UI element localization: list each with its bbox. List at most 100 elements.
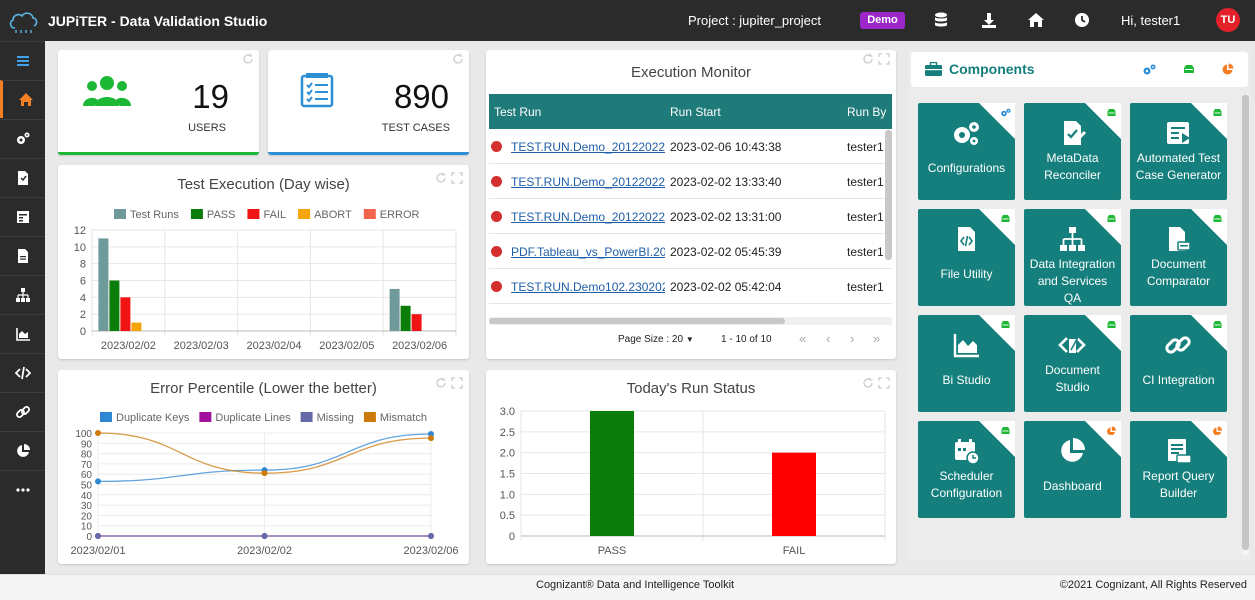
tile-corner xyxy=(1191,103,1227,139)
page-size-select[interactable]: Page Size : 20 ▼ xyxy=(618,334,694,345)
component-tile-file-utility[interactable]: File Utility xyxy=(918,209,1015,306)
x-tick-label: 2023/02/04 xyxy=(246,340,301,352)
database-icon[interactable] xyxy=(932,11,950,29)
column-header-run-start[interactable]: Run Start xyxy=(670,105,721,119)
error-percentile-title: Error Percentile (Lower the better) xyxy=(150,380,377,397)
first-page-button[interactable]: « xyxy=(799,331,807,346)
document-studio-icon xyxy=(1058,336,1086,353)
sidebar-item-home[interactable] xyxy=(0,80,45,118)
file-utility-icon xyxy=(958,227,975,251)
app-title: JUPiTER - Data Validation Studio xyxy=(48,13,268,29)
sidebar-item-dashboard[interactable] xyxy=(0,431,45,469)
sidebar-item-configurations[interactable] xyxy=(0,119,45,157)
test-run-link[interactable]: PDF.Tableau_vs_PowerBI.202 xyxy=(511,245,665,259)
download-icon[interactable] xyxy=(980,11,998,29)
last-page-button[interactable]: » xyxy=(873,331,881,346)
ci-integration-icon xyxy=(1165,336,1191,354)
component-tile-configurations[interactable]: Configurations xyxy=(918,103,1015,200)
vertical-scrollbar[interactable] xyxy=(885,130,892,260)
y-tick-label: 0 xyxy=(509,531,515,543)
checklist-icon xyxy=(300,73,334,108)
data-point xyxy=(261,470,268,477)
user-greeting: Hi, tester1 xyxy=(1121,13,1181,28)
filter-data-icon[interactable] xyxy=(1182,64,1196,74)
component-tile-document-studio[interactable]: Document Studio xyxy=(1024,315,1121,412)
data-badge-icon xyxy=(1107,109,1116,116)
legend-label: Test Runs xyxy=(130,209,179,221)
sidebar-item-document-studio[interactable] xyxy=(0,353,45,391)
data-badge-icon xyxy=(1107,215,1116,222)
tile-label: Dashboard xyxy=(1043,479,1102,493)
expand-icon[interactable] xyxy=(878,377,890,389)
component-tile-metadata-reconciler[interactable]: MetaData Reconciler xyxy=(1024,103,1121,200)
refresh-icon[interactable] xyxy=(452,53,464,65)
sidebar-item-reconciler[interactable] xyxy=(0,158,45,196)
tile-label: Configurations xyxy=(927,161,1006,175)
footer: Cognizant® Data and Intelligence Toolkit… xyxy=(0,574,1255,600)
pie-icon xyxy=(17,444,30,457)
test-run-link[interactable]: TEST.RUN.Demo_20122022 xyxy=(511,140,665,154)
sidebar-item-bi-studio[interactable] xyxy=(0,314,45,352)
clock-icon[interactable] xyxy=(1073,11,1091,29)
component-tile-document-comparator[interactable]: Document Comparator xyxy=(1130,209,1227,306)
component-tile-report-query-builder[interactable]: Report Query Builder xyxy=(1130,421,1227,518)
y-tick-label: 80 xyxy=(81,450,93,461)
table-row: TEST.RUN.Demo_20122022 2023-02-02 13:31:0… xyxy=(489,199,892,234)
component-tile-ci-integration[interactable]: CI Integration xyxy=(1130,315,1227,412)
project-selector[interactable]: Project : jupiter_project xyxy=(688,13,821,28)
sidebar-item-ci-integration[interactable] xyxy=(0,392,45,430)
filter-dashboard-icon[interactable] xyxy=(1221,63,1234,76)
legend-label: Missing xyxy=(317,412,354,424)
run-start: 2023-02-02 13:31:00 xyxy=(670,210,782,224)
column-header-test-run[interactable]: Test Run xyxy=(494,105,542,119)
tile-corner xyxy=(1191,315,1227,351)
data-badge-icon xyxy=(1001,215,1010,222)
sidebar-item-test-generator[interactable] xyxy=(0,197,45,235)
sidebar-item-more[interactable] xyxy=(0,470,45,508)
sidebar-item-data-integration[interactable] xyxy=(0,275,45,313)
data-point xyxy=(95,533,101,539)
component-tile-data-integration-and-services-qa[interactable]: Data Integration and Services QA xyxy=(1024,209,1121,306)
test-run-link[interactable]: TEST.RUN.Demo_20122022 xyxy=(511,175,665,189)
refresh-icon[interactable] xyxy=(862,53,874,65)
column-header-run-by[interactable]: Run By xyxy=(847,105,887,119)
component-tile-automated-test-case-generator[interactable]: Automated Test Case Generator xyxy=(1130,103,1227,200)
refresh-icon[interactable] xyxy=(242,53,254,65)
component-tile-bi-studio[interactable]: Bi Studio xyxy=(918,315,1015,412)
x-tick-label: 2023/02/06 xyxy=(403,545,458,557)
component-tile-scheduler-configuration[interactable]: Scheduler Configuration xyxy=(918,421,1015,518)
y-tick-label: 70 xyxy=(81,460,93,471)
next-page-button[interactable]: › xyxy=(850,331,855,346)
filter-config-icon[interactable] xyxy=(1142,64,1156,76)
test-run-link[interactable]: TEST.RUN.Demo_20122022 xyxy=(511,210,665,224)
bar xyxy=(131,322,142,331)
data-point xyxy=(428,431,434,438)
test-run-link[interactable]: TEST.RUN.Demo102.230202 xyxy=(511,280,665,294)
x-tick-label: PASS xyxy=(598,545,627,557)
status-dot xyxy=(491,211,502,222)
refresh-icon[interactable] xyxy=(862,377,874,389)
briefcase-icon xyxy=(925,62,942,76)
prev-page-button[interactable]: ‹ xyxy=(826,331,831,346)
refresh-icon[interactable] xyxy=(435,377,447,389)
data-point xyxy=(95,478,101,485)
status-dot xyxy=(491,176,502,187)
expand-icon[interactable] xyxy=(451,377,463,389)
y-tick-label: 0 xyxy=(86,532,92,543)
sidebar-menu-toggle[interactable] xyxy=(0,41,45,79)
refresh-icon[interactable] xyxy=(435,172,447,184)
components-scrollbar[interactable] xyxy=(1242,95,1249,550)
sidebar-item-file-utility[interactable] xyxy=(0,236,45,274)
home-icon[interactable] xyxy=(1027,11,1045,29)
data-badge-icon xyxy=(1213,109,1222,116)
y-tick-label: 20 xyxy=(81,511,93,522)
expand-icon[interactable] xyxy=(878,53,890,65)
y-tick-label: 100 xyxy=(75,429,92,440)
user-avatar[interactable]: TU xyxy=(1216,8,1240,32)
horizontal-scrollbar[interactable] xyxy=(489,318,785,324)
bar xyxy=(98,238,109,331)
run-by: tester1 xyxy=(847,210,884,224)
component-tile-dashboard[interactable]: Dashboard xyxy=(1024,421,1121,518)
table-row: TEST.RUN.Demo_20122022 2023-02-02 13:33:4… xyxy=(489,164,892,199)
expand-icon[interactable] xyxy=(451,172,463,184)
